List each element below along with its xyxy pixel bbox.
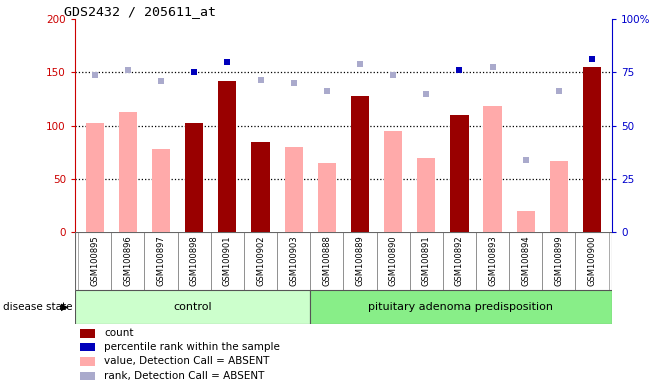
Text: control: control xyxy=(173,302,212,312)
Bar xyxy=(80,371,95,380)
Bar xyxy=(344,232,376,290)
Bar xyxy=(244,232,277,290)
Bar xyxy=(476,232,509,290)
Bar xyxy=(318,163,336,232)
Bar xyxy=(211,232,244,290)
Bar xyxy=(384,131,402,232)
Bar xyxy=(218,81,236,232)
Bar xyxy=(185,122,203,232)
Bar xyxy=(509,232,542,290)
Text: GSM100888: GSM100888 xyxy=(322,235,331,286)
Text: GSM100901: GSM100901 xyxy=(223,235,232,286)
Text: GDS2432 / 205611_at: GDS2432 / 205611_at xyxy=(64,5,216,18)
Bar xyxy=(351,96,369,232)
Bar xyxy=(277,232,311,290)
Bar xyxy=(75,290,310,324)
Bar xyxy=(118,112,137,232)
Bar xyxy=(517,211,535,232)
Text: GSM100895: GSM100895 xyxy=(90,235,99,286)
Text: GSM100898: GSM100898 xyxy=(189,235,199,286)
Text: value, Detection Call = ABSENT: value, Detection Call = ABSENT xyxy=(104,356,270,366)
Text: disease state: disease state xyxy=(3,302,73,312)
Text: ▶: ▶ xyxy=(61,302,69,312)
Bar xyxy=(80,357,95,366)
Text: GSM100902: GSM100902 xyxy=(256,235,265,286)
Text: GSM100896: GSM100896 xyxy=(124,235,132,286)
Bar xyxy=(178,232,211,290)
Bar xyxy=(583,67,601,232)
Text: GSM100897: GSM100897 xyxy=(156,235,165,286)
Bar xyxy=(484,106,502,232)
Text: GSM100899: GSM100899 xyxy=(555,235,563,286)
Text: GSM100891: GSM100891 xyxy=(422,235,431,286)
Text: count: count xyxy=(104,328,134,338)
Bar xyxy=(575,232,609,290)
Bar xyxy=(78,232,111,290)
Text: GSM100903: GSM100903 xyxy=(289,235,298,286)
Text: rank, Detection Call = ABSENT: rank, Detection Call = ABSENT xyxy=(104,371,265,381)
Bar xyxy=(310,290,612,324)
Bar xyxy=(251,142,270,232)
Bar xyxy=(80,329,95,338)
Text: pituitary adenoma predisposition: pituitary adenoma predisposition xyxy=(368,302,553,312)
Bar xyxy=(111,232,145,290)
Bar xyxy=(450,115,469,232)
Bar xyxy=(152,149,170,232)
Bar xyxy=(417,158,436,232)
Text: percentile rank within the sample: percentile rank within the sample xyxy=(104,342,281,352)
Text: GSM100892: GSM100892 xyxy=(455,235,464,286)
Bar xyxy=(542,232,575,290)
Bar xyxy=(145,232,178,290)
Bar xyxy=(443,232,476,290)
Text: GSM100900: GSM100900 xyxy=(588,235,596,286)
Bar xyxy=(80,343,95,351)
Text: GSM100894: GSM100894 xyxy=(521,235,531,286)
Bar xyxy=(311,232,344,290)
Bar xyxy=(550,161,568,232)
Bar xyxy=(409,232,443,290)
Bar xyxy=(86,122,104,232)
Bar xyxy=(284,147,303,232)
Text: GSM100889: GSM100889 xyxy=(355,235,365,286)
Text: GSM100893: GSM100893 xyxy=(488,235,497,286)
Text: GSM100890: GSM100890 xyxy=(389,235,398,286)
Bar xyxy=(376,232,409,290)
